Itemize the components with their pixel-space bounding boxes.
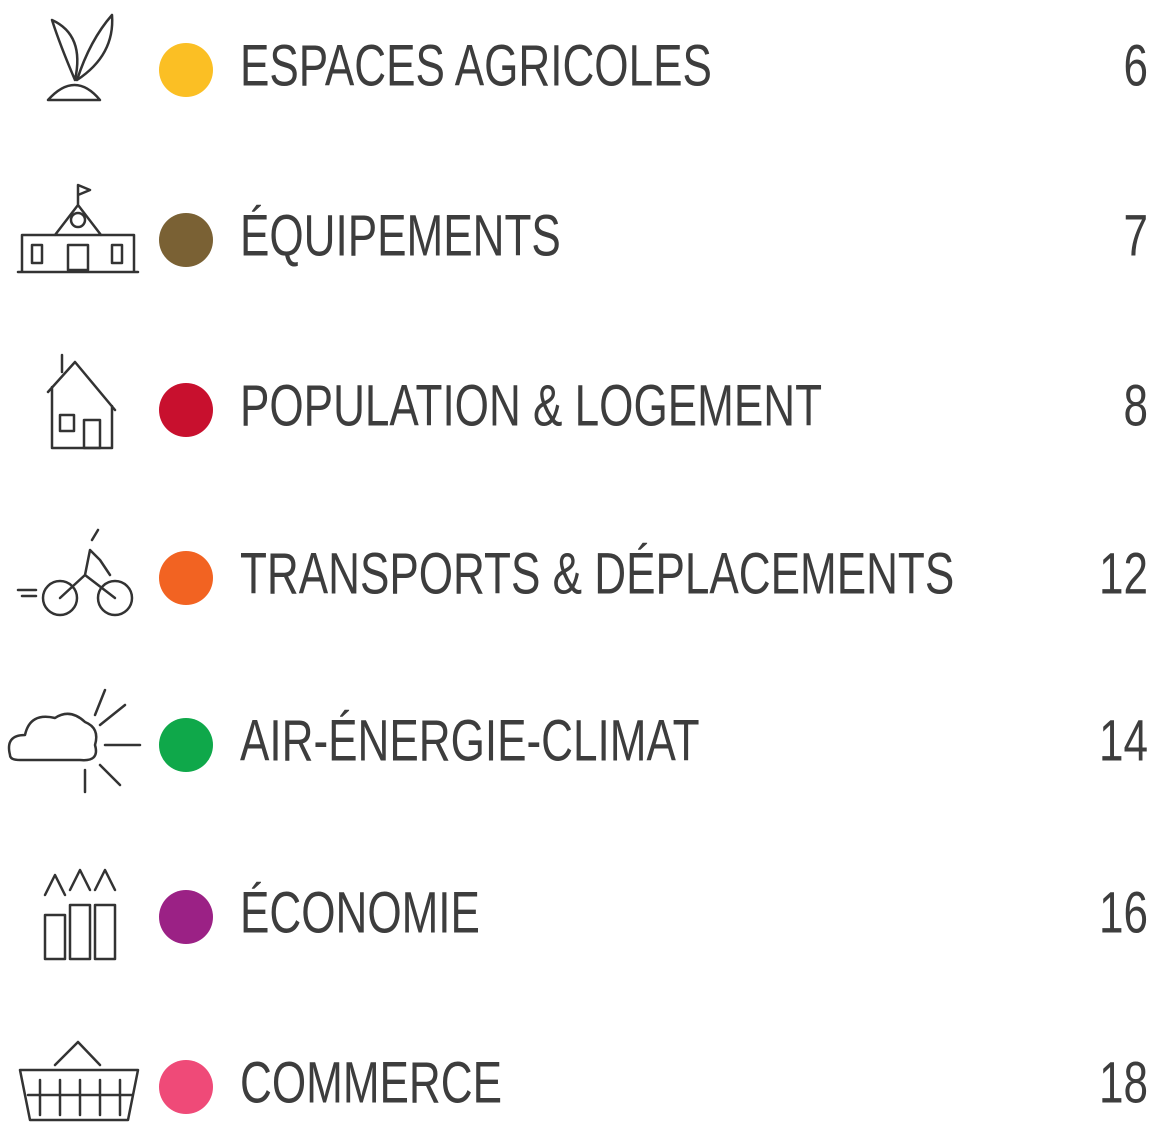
- icon-weather: [9, 690, 140, 792]
- entry-page: 18: [1099, 1049, 1148, 1114]
- entry-page-wrap: 16: [1099, 879, 1148, 944]
- bullet: [159, 43, 213, 97]
- entry-page: 7: [1123, 202, 1148, 267]
- toc-entry: ESPACES AGRICOLES 6: [159, 32, 1148, 97]
- icon-basket: [20, 1042, 138, 1120]
- bullet: [159, 718, 213, 772]
- toc-entry: COMMERCE 18: [159, 1049, 1148, 1114]
- icon-economy: [45, 870, 115, 959]
- page: ESPACES AGRICOLES 6 ÉQUIPEMENTS 7 POPULATION…: [0, 0, 1154, 1122]
- toc-entry: TRANSPORTS & DÉPLACEMENTS 12: [159, 540, 1148, 605]
- table-of-contents: ESPACES AGRICOLES 6 ÉQUIPEMENTS 7 POPULATION…: [0, 0, 1154, 1122]
- entry-title-wrap: ÉCONOMIE: [240, 879, 480, 944]
- entry-page-wrap: 12: [1099, 540, 1148, 605]
- entry-page-wrap: 8: [1123, 372, 1148, 437]
- icon-plant: [48, 15, 112, 100]
- bullet: [159, 1060, 213, 1114]
- bullet: [159, 213, 213, 267]
- toc-entry: ÉCONOMIE 16: [159, 879, 1148, 944]
- entry-page: 6: [1123, 32, 1148, 97]
- entry-page-wrap: 7: [1123, 202, 1148, 267]
- entry-title-wrap: POPULATION & LOGEMENT: [240, 372, 822, 437]
- entry-title: ÉQUIPEMENTS: [240, 202, 561, 267]
- bullet: [159, 890, 213, 944]
- entry-page: 8: [1123, 372, 1148, 437]
- toc-entry: POPULATION & LOGEMENT 8: [159, 372, 1148, 437]
- entry-page: 12: [1099, 540, 1148, 605]
- entry-page-wrap: 14: [1099, 707, 1148, 772]
- icon-bicycle: [18, 530, 132, 615]
- entry-title-wrap: TRANSPORTS & DÉPLACEMENTS: [240, 540, 954, 605]
- entry-page: 16: [1099, 879, 1148, 944]
- entry-title-wrap: ÉQUIPEMENTS: [240, 202, 561, 267]
- entry-title: COMMERCE: [240, 1049, 502, 1114]
- entry-title-wrap: AIR-ÉNERGIE-CLIMAT: [240, 707, 700, 772]
- entry-title: AIR-ÉNERGIE-CLIMAT: [240, 707, 700, 772]
- entry-title: POPULATION & LOGEMENT: [240, 372, 822, 437]
- entry-title-wrap: ESPACES AGRICOLES: [240, 32, 712, 97]
- bullet: [159, 551, 213, 605]
- toc-entry: ÉQUIPEMENTS 7: [159, 202, 1148, 267]
- icon-house: [48, 355, 115, 448]
- icon-school: [18, 185, 138, 272]
- entry-title-wrap: COMMERCE: [240, 1049, 502, 1114]
- entry-page-wrap: 18: [1099, 1049, 1148, 1114]
- entry-page: 14: [1099, 707, 1148, 772]
- entry-page-wrap: 6: [1123, 32, 1148, 97]
- entry-title: TRANSPORTS & DÉPLACEMENTS: [240, 540, 954, 605]
- entry-title: ESPACES AGRICOLES: [240, 32, 712, 97]
- toc-entry: AIR-ÉNERGIE-CLIMAT 14: [159, 707, 1148, 772]
- entry-title: ÉCONOMIE: [240, 879, 480, 944]
- bullet: [159, 383, 213, 437]
